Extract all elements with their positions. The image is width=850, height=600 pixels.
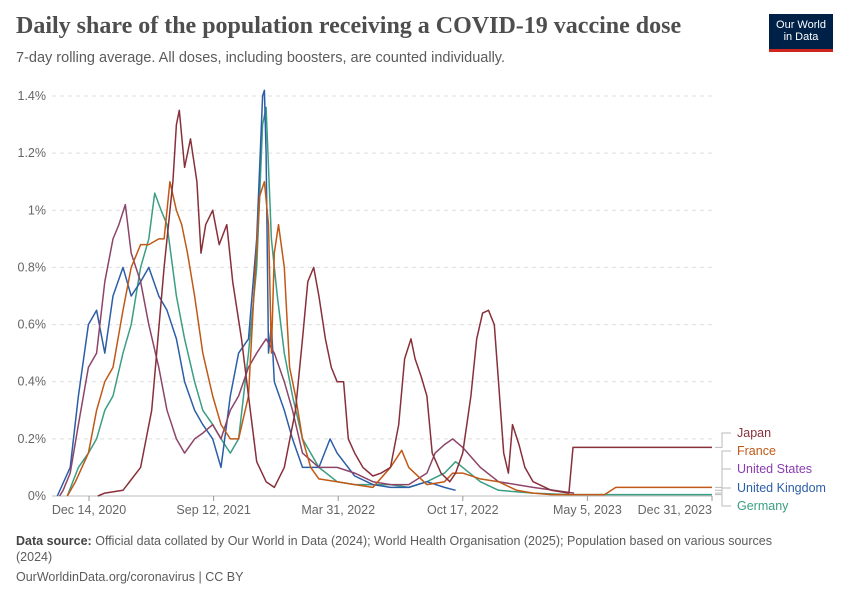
line-chart: 0% 0.2% 0.4% 0.6% 0.8% 1% 1.2% 1.4% Dec 14, 2020… (18, 89, 826, 517)
footer-url[interactable]: OurWorldinData.org/coronavirus | CC BY (16, 570, 244, 584)
source-note: Data source: Official data collated by O… (16, 533, 796, 565)
series-line-united-kingdom (56, 89, 456, 497)
x-tick-label: Sep 12, 2021 (176, 503, 250, 517)
source-text: Official data collated by Our World in D… (16, 534, 772, 564)
y-tick-label: 0% (28, 489, 46, 503)
y-tick-label: 1.2% (18, 146, 47, 160)
y-tick-label: 0.2% (18, 432, 47, 446)
legend-label-japan: Japan (737, 426, 771, 440)
legend-connector (715, 487, 731, 491)
y-tick-label: 0.8% (18, 260, 47, 274)
legend-connector (715, 468, 731, 494)
logo-line-1: Our World (776, 19, 826, 31)
legend-label-united-kingdom: United Kingdom (737, 481, 826, 495)
x-tick-label: May 5, 2023 (553, 503, 622, 517)
x-tick-label: Oct 17, 2022 (427, 503, 499, 517)
owid-logo[interactable]: Our World in Data (769, 14, 833, 52)
series-line-united-states (58, 203, 575, 497)
y-tick-label: 0.6% (18, 318, 47, 332)
legend-connector (715, 494, 731, 507)
y-tick-label: 1% (28, 203, 46, 217)
chart-subtitle: 7-day rolling average. All doses, includ… (16, 50, 505, 66)
legend-label-germany: Germany (737, 499, 789, 513)
legend-label-united-states: United States (737, 462, 812, 476)
series-line-germany (66, 106, 712, 497)
legend-connector (715, 432, 731, 448)
series-line-france (66, 180, 712, 497)
chart-title: Daily share of the population receiving … (16, 13, 682, 39)
x-tick-label: Dec 31, 2023 (638, 503, 712, 517)
y-tick-label: 1.4% (18, 89, 47, 103)
source-label: Data source: (16, 534, 92, 548)
y-tick-label: 0.4% (18, 375, 47, 389)
logo-line-2: in Data (783, 31, 819, 43)
x-tick-label: Dec 14, 2020 (52, 503, 126, 517)
x-tick-label: Mar 31, 2022 (301, 503, 375, 517)
series-line-japan (97, 109, 712, 497)
legend-label-france: France (737, 444, 776, 458)
